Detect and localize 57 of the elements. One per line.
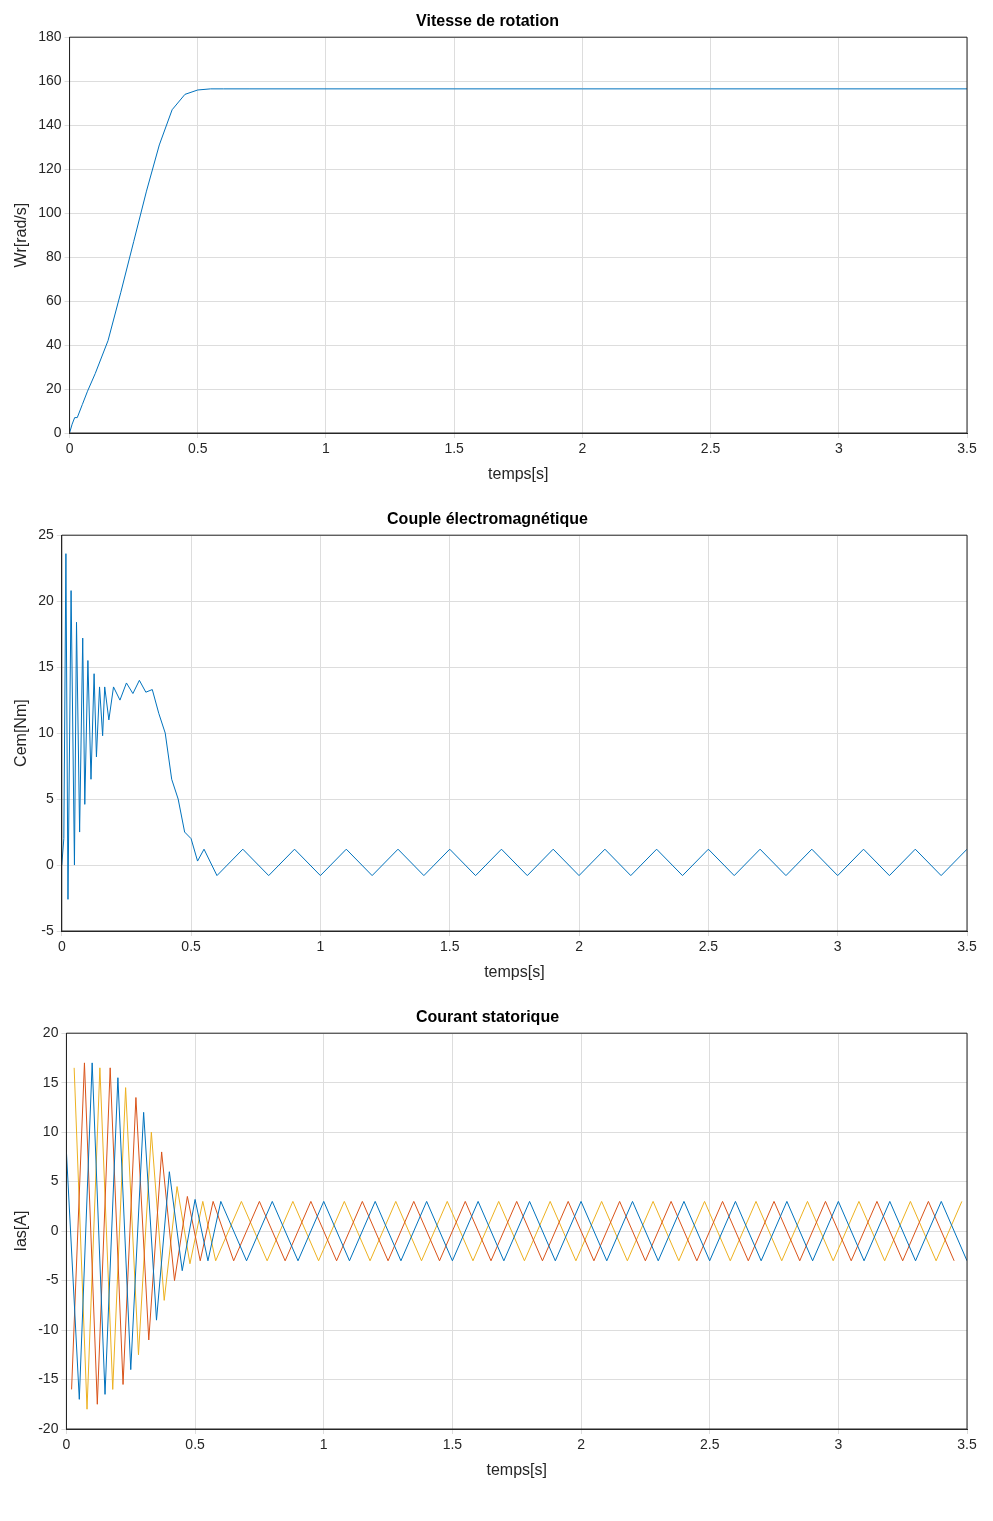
y-tick-label: 160 bbox=[38, 72, 62, 89]
chart-title: Vitesse de rotation bbox=[416, 12, 559, 30]
y-tick-label: 15 bbox=[38, 657, 54, 674]
x-tick-label: 3 bbox=[834, 440, 843, 457]
y-tick-label: -20 bbox=[38, 1419, 59, 1436]
x-tick-label: 2.5 bbox=[698, 938, 719, 955]
x-tick-label: 1 bbox=[316, 938, 325, 955]
x-tick-label: 1.5 bbox=[439, 938, 460, 955]
y-tick-label: 100 bbox=[38, 203, 62, 220]
y-tick-label: 20 bbox=[45, 379, 62, 396]
chart-title: Couple électromagnétique bbox=[387, 510, 589, 528]
x-tick-label: 3 bbox=[834, 1436, 843, 1453]
x-tick-label: 2 bbox=[578, 440, 587, 457]
x-tick-label: 2 bbox=[577, 1436, 586, 1453]
y-axis-title: Ias[A] bbox=[12, 1210, 30, 1252]
x-tick-label: 0.5 bbox=[181, 938, 202, 955]
x-tick-label: 0.5 bbox=[188, 440, 208, 457]
x-tick-label: 1 bbox=[319, 1436, 328, 1453]
y-tick-label: 0 bbox=[45, 855, 54, 872]
y-tick-label: 40 bbox=[45, 335, 62, 352]
y-tick-label: -10 bbox=[38, 1320, 59, 1337]
x-tick-label: 3 bbox=[833, 938, 842, 955]
x-tick-label: 2.5 bbox=[699, 1436, 720, 1453]
y-tick-label: 20 bbox=[38, 592, 54, 609]
y-tick-label: -5 bbox=[45, 1271, 59, 1288]
x-tick-label: 3.5 bbox=[957, 440, 977, 457]
y-tick-label: 15 bbox=[42, 1073, 59, 1090]
y-tick-label: 60 bbox=[45, 291, 62, 308]
x-tick-label: 2.5 bbox=[700, 440, 721, 457]
x-tick-label: 2 bbox=[575, 938, 584, 955]
chart-title: Courant statorique bbox=[415, 1008, 560, 1026]
y-tick-label: 80 bbox=[45, 247, 62, 264]
y-tick-label: 120 bbox=[38, 159, 62, 176]
y-tick-label: 10 bbox=[42, 1123, 59, 1140]
x-tick-label: 3.5 bbox=[957, 1436, 977, 1453]
x-tick-label: 1.5 bbox=[442, 1436, 463, 1453]
x-tick-label: 3.5 bbox=[957, 938, 977, 955]
y-axis-title: Wr[rad/s] bbox=[12, 202, 30, 268]
y-tick-label: 5 bbox=[50, 1172, 59, 1189]
y-axis-title: Cem[Nm] bbox=[12, 699, 30, 767]
x-axis-title: temps[s] bbox=[486, 1460, 547, 1478]
y-tick-label: 0 bbox=[53, 423, 62, 440]
x-axis-title: temps[s] bbox=[488, 464, 549, 482]
y-tick-label: -15 bbox=[38, 1370, 59, 1387]
y-tick-label: 140 bbox=[38, 116, 62, 133]
x-tick-label: 1.5 bbox=[444, 440, 465, 457]
y-tick-label: 180 bbox=[38, 28, 62, 45]
y-tick-label: 0 bbox=[50, 1221, 59, 1238]
x-tick-label: 0 bbox=[65, 440, 74, 457]
y-tick-label: 10 bbox=[38, 723, 54, 740]
y-tick-label: 20 bbox=[42, 1024, 59, 1041]
x-tick-label: 0.5 bbox=[185, 1436, 206, 1453]
y-tick-label: 25 bbox=[38, 526, 54, 543]
y-tick-label: 5 bbox=[45, 789, 54, 806]
x-tick-label: 1 bbox=[322, 440, 331, 457]
x-axis-title: temps[s] bbox=[484, 962, 545, 980]
y-tick-label: -5 bbox=[41, 921, 54, 938]
